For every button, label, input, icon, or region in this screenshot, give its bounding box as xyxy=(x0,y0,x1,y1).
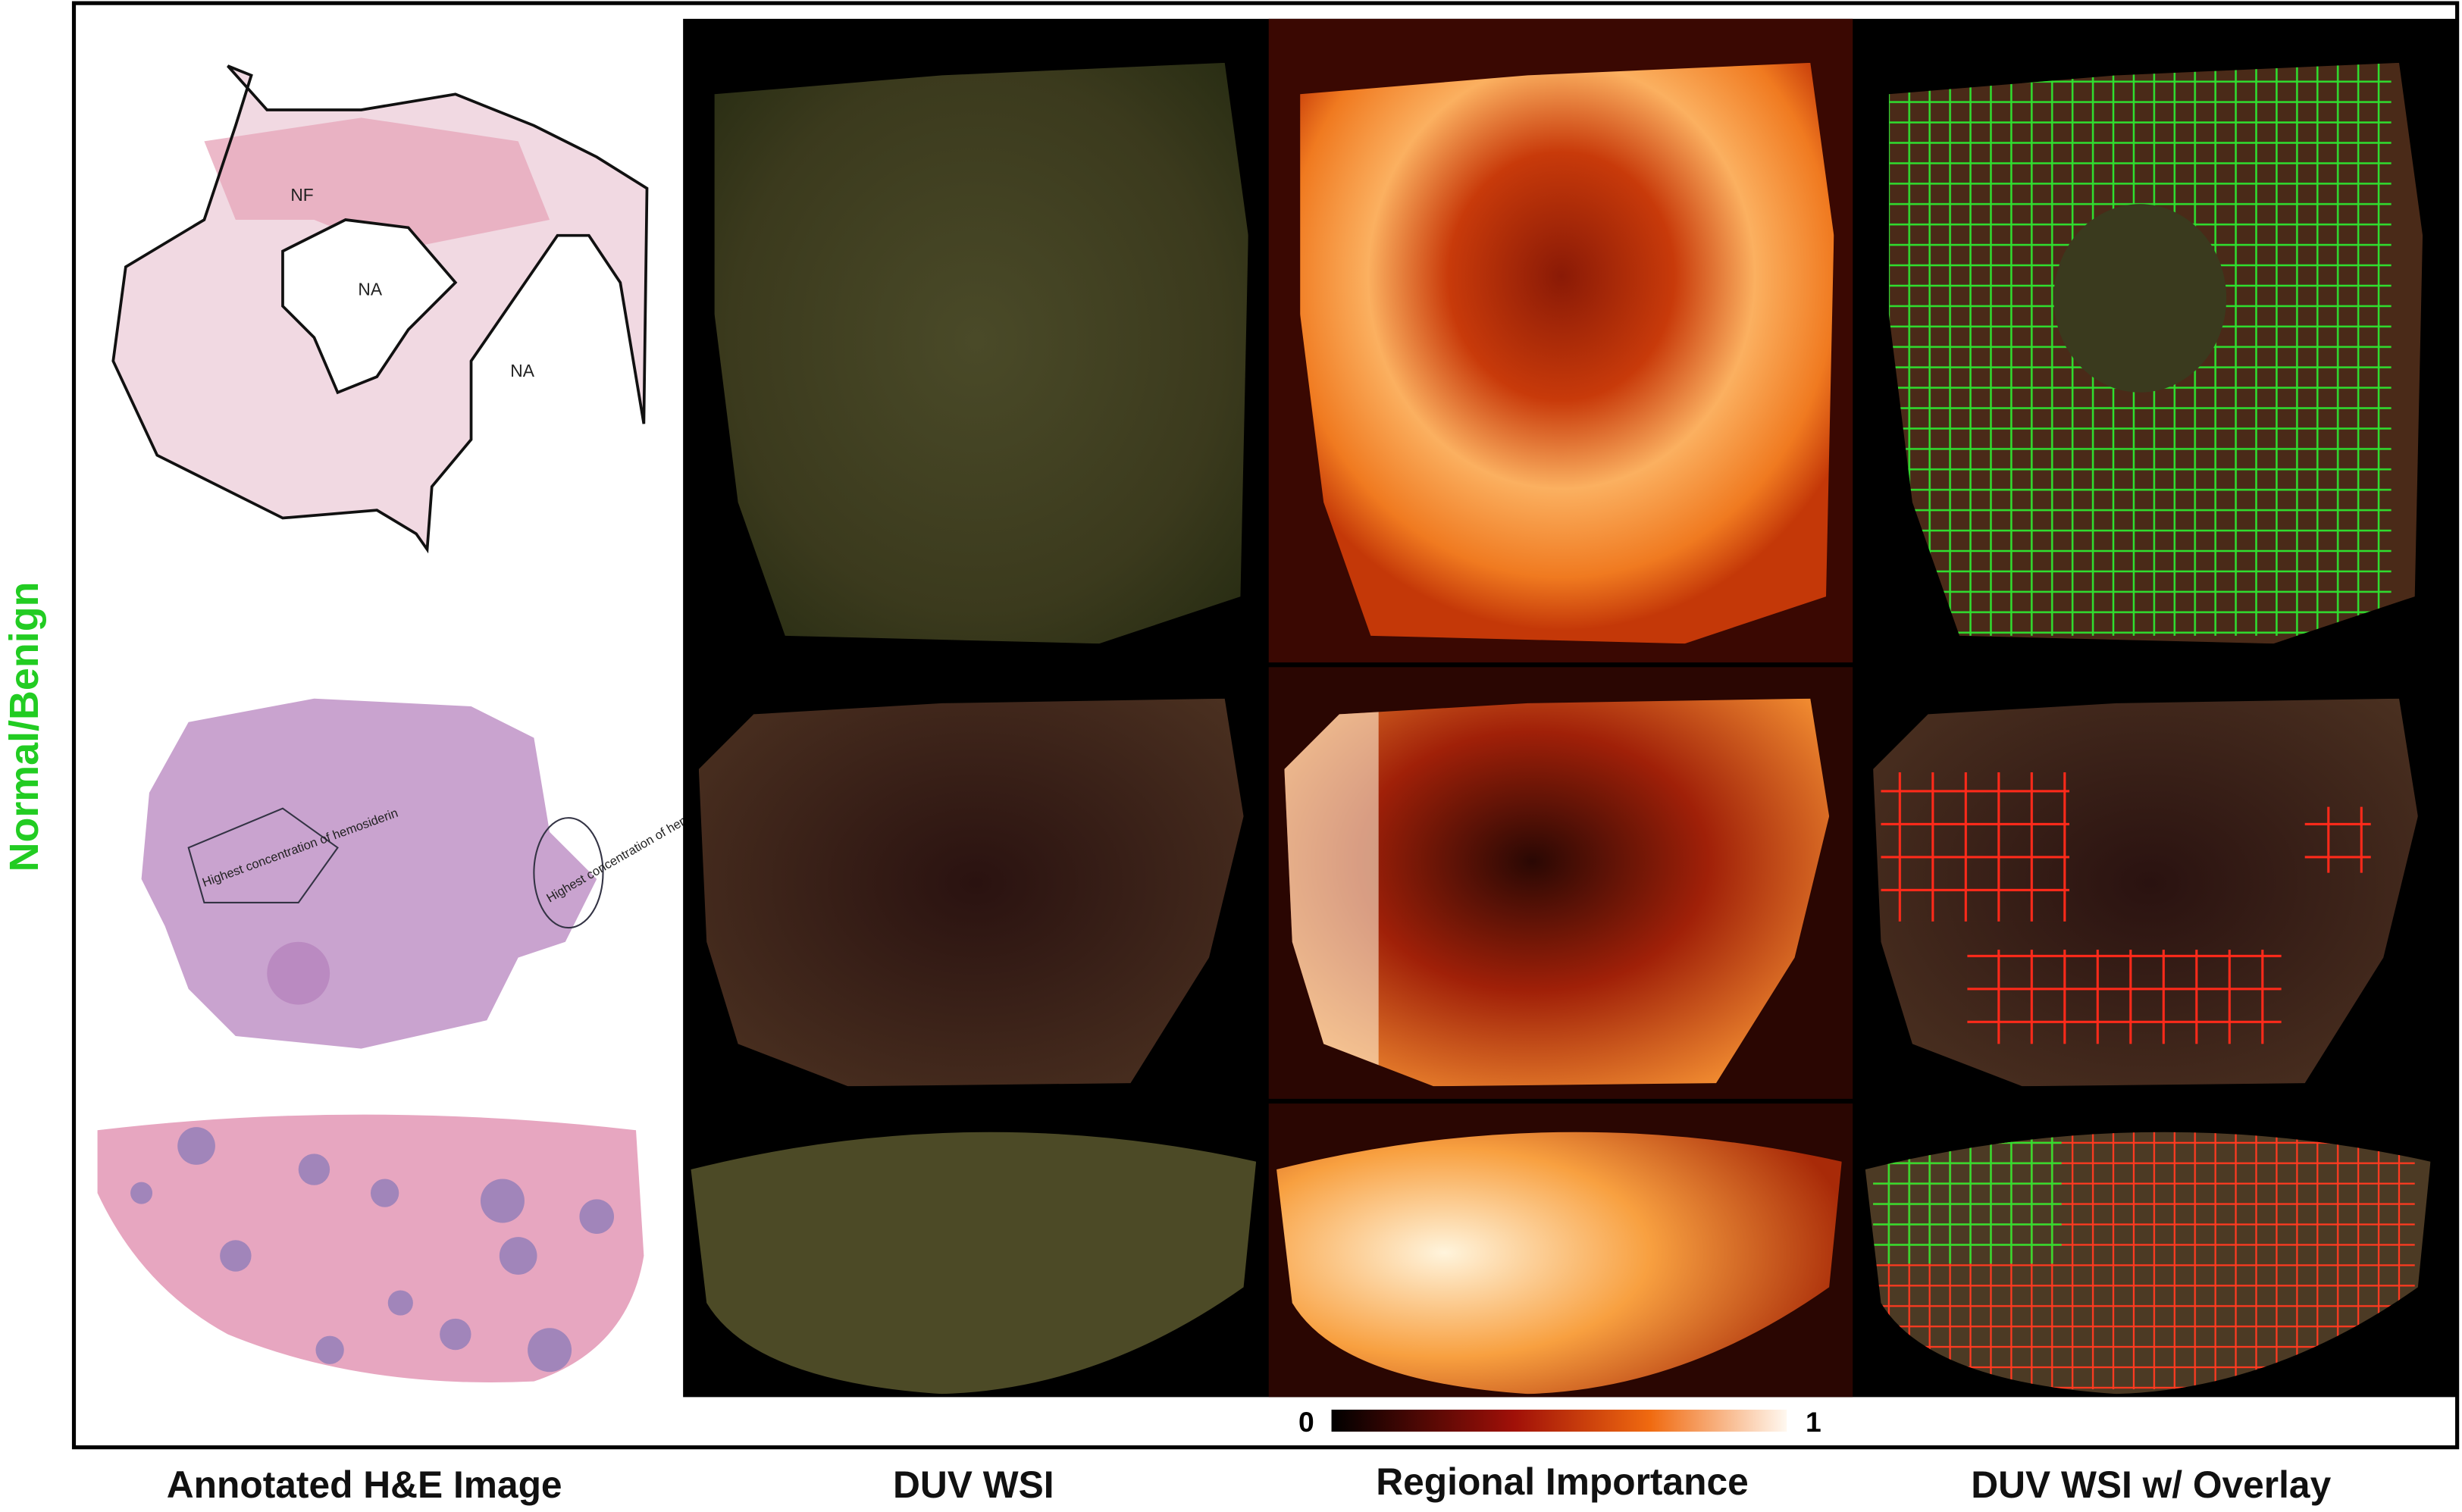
column-label: DUV WSI xyxy=(893,1463,1054,1506)
overlay-top xyxy=(1888,62,2423,644)
colorbar-tick-label: 1 xyxy=(1806,1406,1821,1438)
annotation: NA xyxy=(358,279,382,299)
duv-middle xyxy=(698,698,1244,1087)
side-label: Normal/Benign xyxy=(2,582,47,872)
he-bottom xyxy=(97,1114,644,1382)
column-label: Regional Importance xyxy=(1376,1460,1748,1503)
he-top: NF NA NA xyxy=(111,64,649,554)
column-label: Annotated H&E Image xyxy=(167,1463,562,1506)
heat-top xyxy=(1300,62,1834,644)
colorbar xyxy=(1331,1409,1787,1432)
overlay-middle xyxy=(1873,698,2418,1087)
annotation: NA xyxy=(510,361,534,380)
colorbar-tick-label: 0 xyxy=(1298,1406,1314,1438)
column-label: DUV WSI w/ Overlay xyxy=(1971,1463,2331,1506)
he-middle: Highest concentration of hemosiderin Hig… xyxy=(141,698,731,1049)
annotation: NF xyxy=(290,185,313,205)
duv-top xyxy=(714,62,1248,644)
